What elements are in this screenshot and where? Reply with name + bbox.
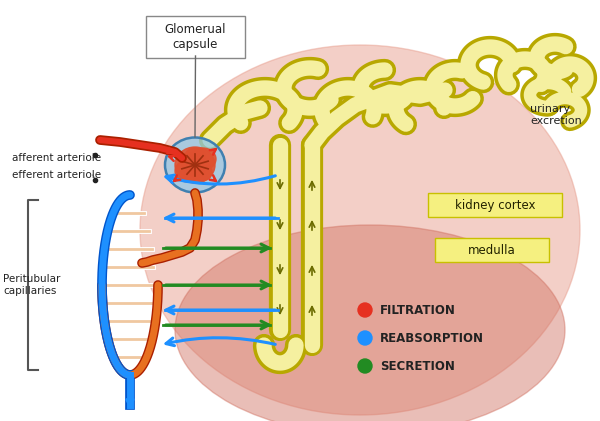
Text: Glomerual
capsule: Glomerual capsule [165,23,226,51]
Text: urinary
excretion: urinary excretion [530,104,582,126]
FancyBboxPatch shape [435,238,549,262]
FancyBboxPatch shape [428,193,562,217]
Ellipse shape [165,138,225,192]
Ellipse shape [175,160,201,182]
Text: afferent arteriole: afferent arteriole [12,153,101,163]
Ellipse shape [185,148,205,164]
Ellipse shape [175,225,565,421]
Text: medulla: medulla [468,243,516,256]
Ellipse shape [189,163,205,177]
Circle shape [358,359,372,373]
Ellipse shape [181,153,199,169]
Ellipse shape [140,45,580,415]
Ellipse shape [175,147,215,183]
FancyBboxPatch shape [146,16,245,58]
Text: FILTRATION: FILTRATION [380,304,456,317]
Ellipse shape [190,148,216,170]
Text: kidney cortex: kidney cortex [455,198,535,211]
Circle shape [358,331,372,345]
Text: SECRETION: SECRETION [380,360,455,373]
Text: Peritubular
capillaries: Peritubular capillaries [3,274,61,296]
Text: REABSORPTION: REABSORPTION [380,331,484,344]
Circle shape [358,303,372,317]
Ellipse shape [192,163,212,181]
Text: efferent arteriole: efferent arteriole [12,170,101,180]
